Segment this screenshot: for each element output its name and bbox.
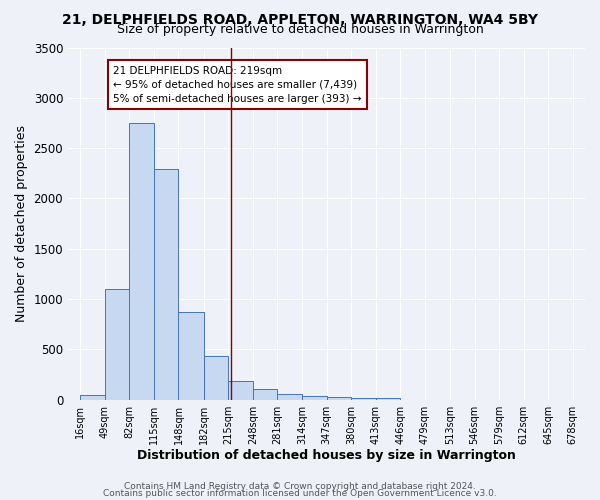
Text: Contains HM Land Registry data © Crown copyright and database right 2024.: Contains HM Land Registry data © Crown c… xyxy=(124,482,476,491)
Bar xyxy=(80,394,105,400)
Text: 21, DELPHFIELDS ROAD, APPLETON, WARRINGTON, WA4 5BY: 21, DELPHFIELDS ROAD, APPLETON, WARRINGT… xyxy=(62,12,538,26)
Bar xyxy=(130,123,154,400)
Text: Contains public sector information licensed under the Open Government Licence v3: Contains public sector information licen… xyxy=(103,489,497,498)
Y-axis label: Number of detached properties: Number of detached properties xyxy=(15,125,28,322)
Bar xyxy=(277,394,302,400)
Bar xyxy=(302,396,326,400)
Bar xyxy=(376,398,400,400)
Bar xyxy=(178,312,204,400)
X-axis label: Distribution of detached houses by size in Warrington: Distribution of detached houses by size … xyxy=(137,450,516,462)
Bar xyxy=(326,397,351,400)
Bar xyxy=(253,389,277,400)
Text: 21 DELPHFIELDS ROAD: 219sqm
← 95% of detached houses are smaller (7,439)
5% of s: 21 DELPHFIELDS ROAD: 219sqm ← 95% of det… xyxy=(113,66,362,104)
Text: Size of property relative to detached houses in Warrington: Size of property relative to detached ho… xyxy=(116,22,484,36)
Bar xyxy=(229,381,253,400)
Bar xyxy=(154,170,178,400)
Bar xyxy=(351,398,376,400)
Bar xyxy=(105,289,130,400)
Bar xyxy=(204,356,229,400)
